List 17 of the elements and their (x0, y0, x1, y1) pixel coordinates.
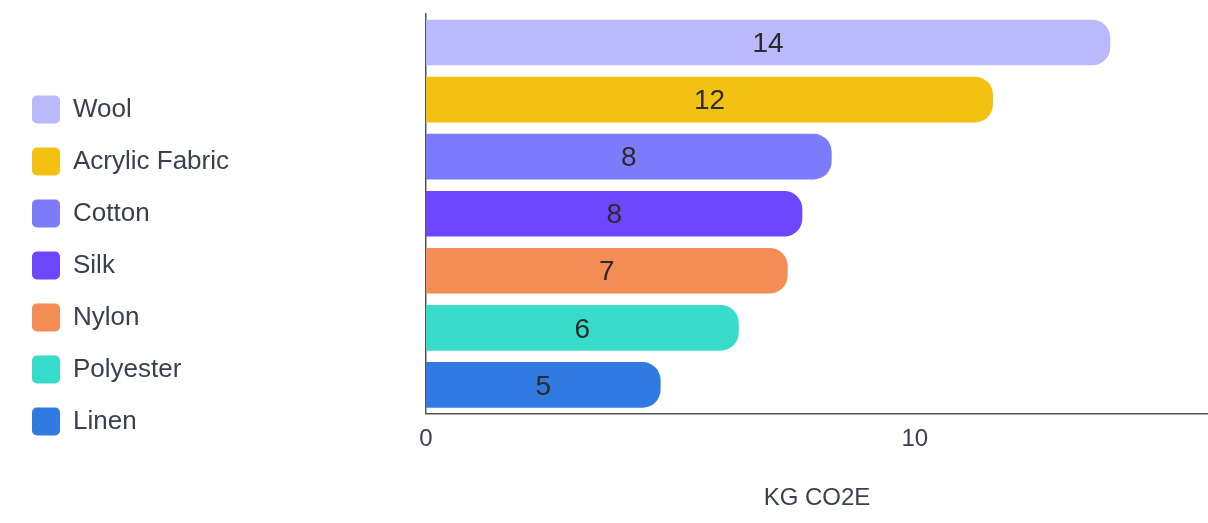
data-label: 14 (752, 27, 784, 59)
data-label: 12 (693, 84, 726, 116)
legend-label: Nylon (73, 300, 140, 331)
legend-label: Acrylic Fabric (73, 144, 230, 175)
data-label: 5 (535, 369, 552, 401)
x-tick-label: 0 (419, 424, 433, 452)
data-label: 7 (599, 255, 615, 287)
data-label: 8 (621, 141, 637, 173)
legend-label: Wool (73, 92, 132, 123)
legend-label: Linen (73, 404, 137, 435)
data-label: 6 (574, 312, 591, 344)
legend-label: Silk (73, 248, 116, 279)
legend-label: Polyester (73, 352, 182, 383)
x-tick-label: 10 (901, 424, 929, 452)
x-axis-title: KG CO2E (763, 483, 871, 511)
legend-label: Cotton (73, 196, 150, 227)
data-label: 8 (606, 198, 622, 230)
